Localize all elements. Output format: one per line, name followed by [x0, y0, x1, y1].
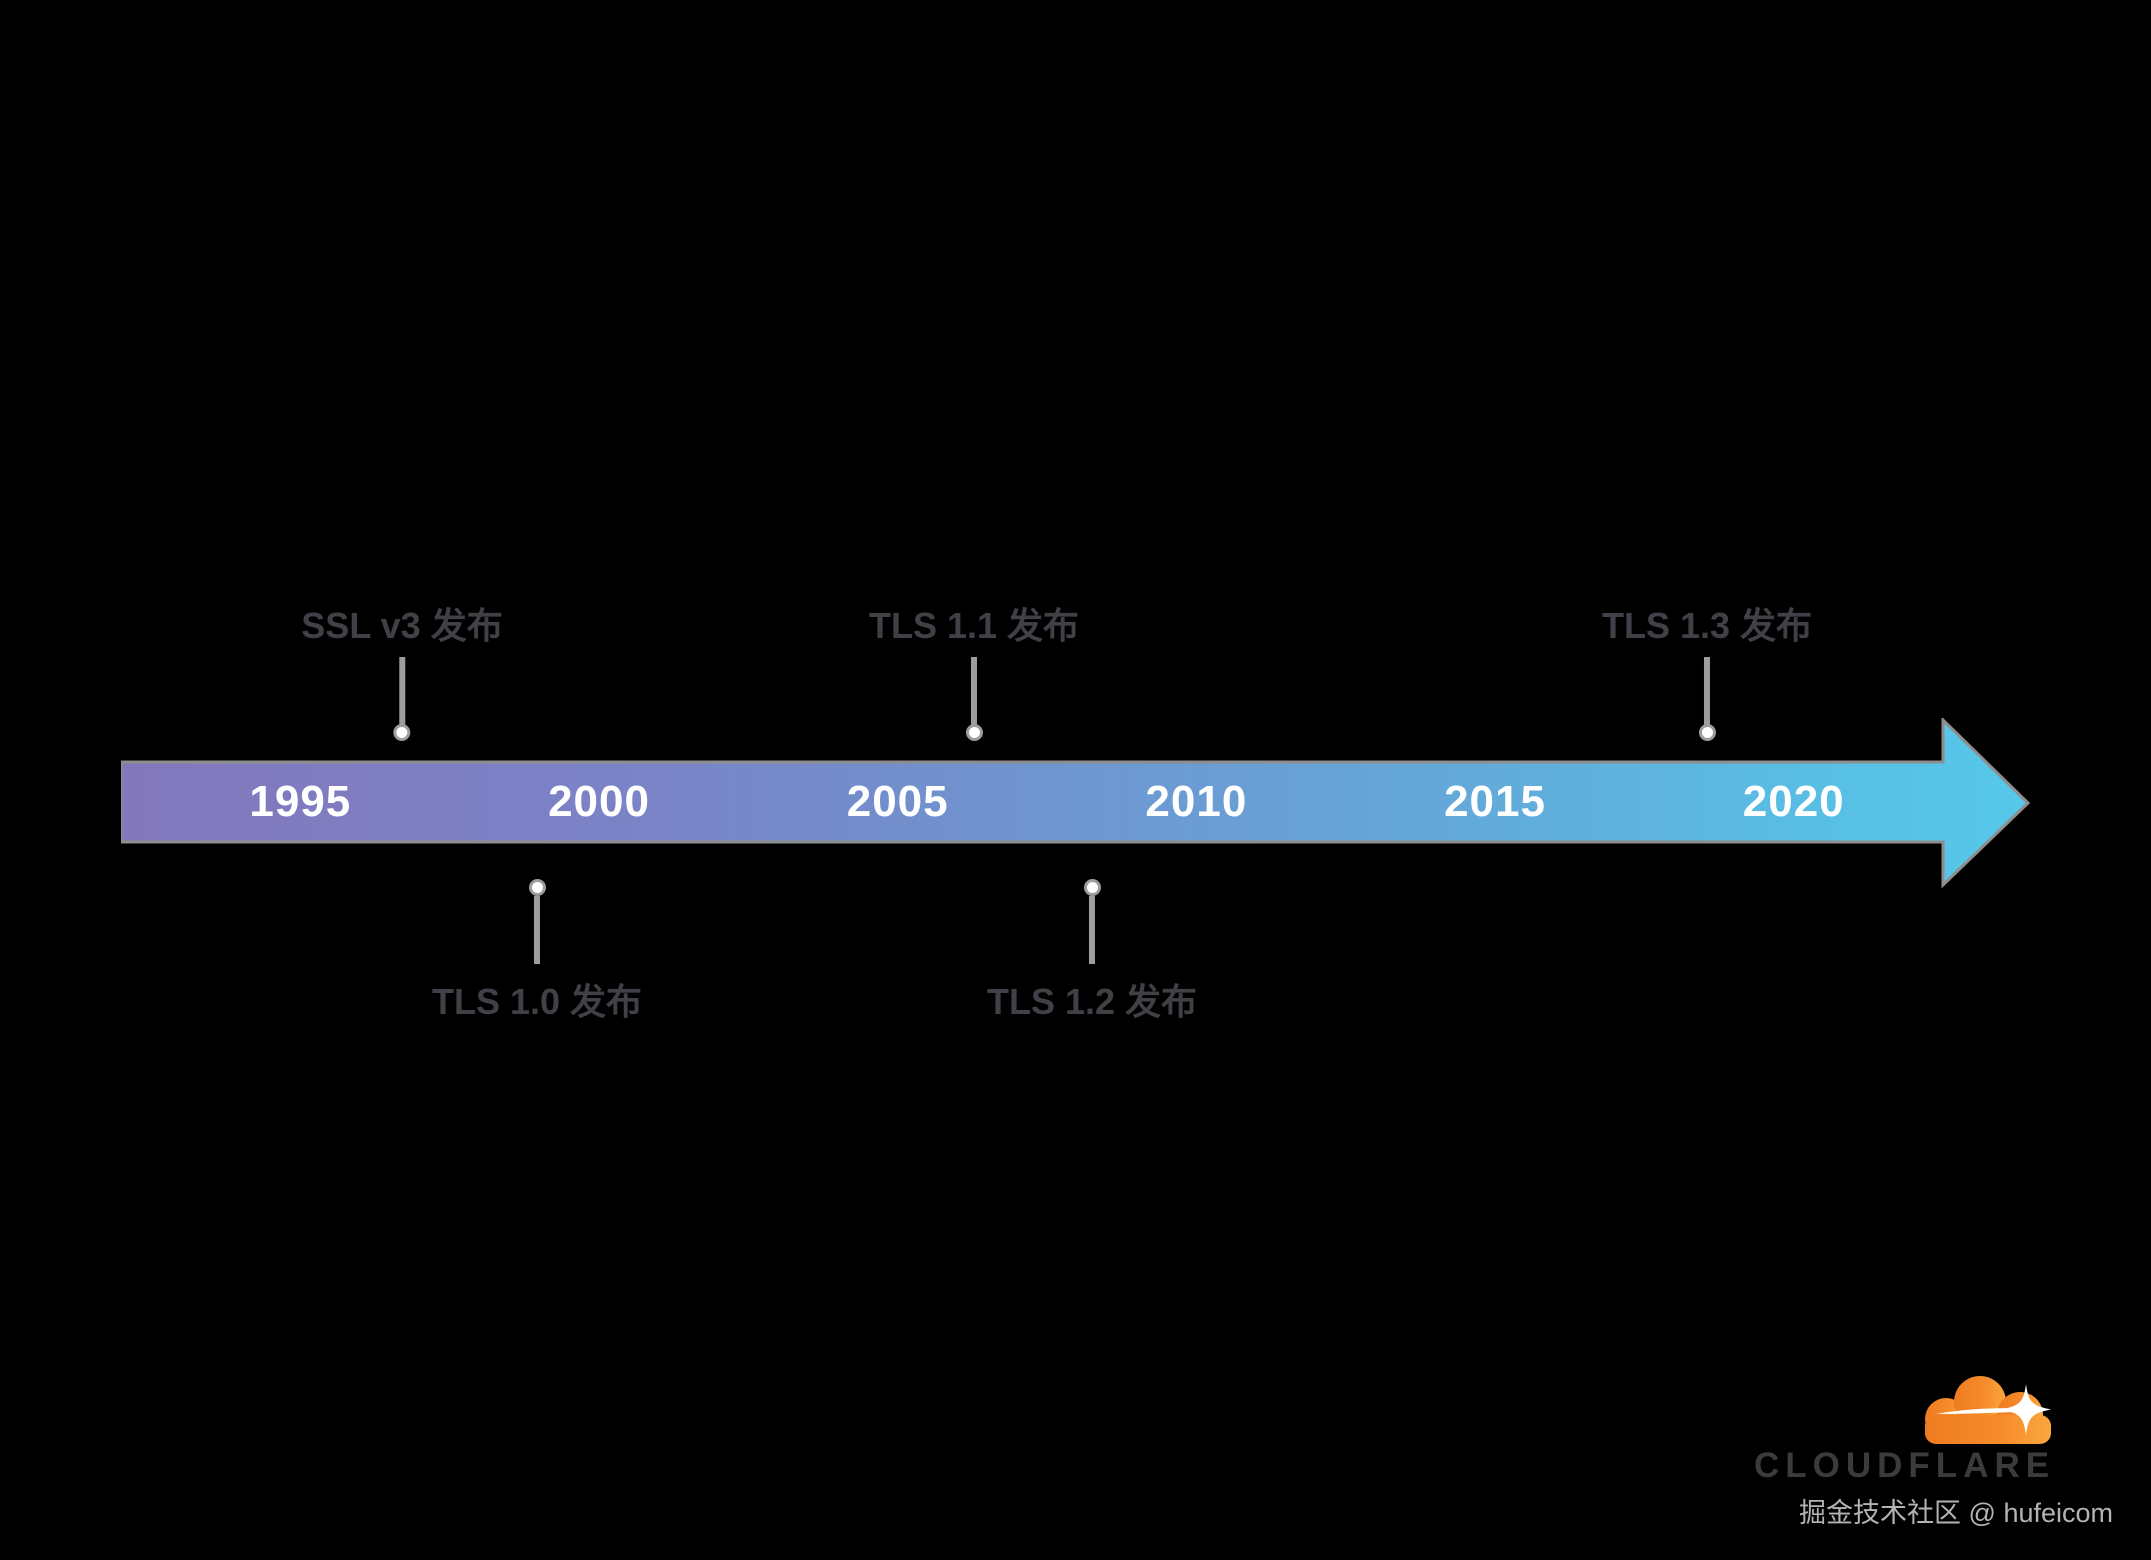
event-tls-1-1: TLS 1.1 发布	[869, 604, 1079, 741]
event-marker-dot	[1083, 879, 1101, 896]
event-marker-dot	[1698, 724, 1716, 741]
event-label: TLS 1.2 发布	[986, 981, 1198, 1022]
year-label: 2020	[1742, 777, 1845, 826]
year-label: 1995	[249, 777, 352, 826]
year-label: 2000	[548, 777, 650, 826]
event-ssl-v3: SSL v3 发布	[301, 604, 503, 741]
event-marker-dot	[528, 879, 546, 896]
event-label: TLS 1.3 发布	[1601, 605, 1813, 646]
event-stem	[1088, 896, 1095, 964]
year-label: 2005	[846, 777, 949, 826]
event-label: TLS 1.1 发布	[868, 605, 1080, 646]
timeline-years: 1995 2000 2005 2010 2015 2020	[121, 762, 1943, 842]
event-label: TLS 1.0 发布	[431, 981, 643, 1022]
year-label: 2015	[1444, 777, 1546, 826]
event-marker-dot	[393, 724, 411, 741]
cloudflare-cloud-icon	[1925, 1376, 2051, 1444]
event-tls-1-3: TLS 1.3 发布	[1602, 604, 1812, 741]
event-stem	[398, 657, 405, 725]
timeline-arrow	[121, 718, 2031, 888]
cloudflare-wordmark: CLOUDFLARE	[1754, 1446, 2056, 1485]
event-tls-1-0: TLS 1.0 发布	[432, 879, 642, 1024]
event-marker-dot	[965, 724, 983, 741]
arrow-shape	[121, 718, 2031, 888]
event-stem	[970, 657, 977, 725]
year-label: 2010	[1145, 777, 1248, 826]
event-label: SSL v3 发布	[301, 605, 503, 646]
event-tls-1-2: TLS 1.2 发布	[987, 879, 1197, 1024]
watermark: 掘金技术社区 @ hufeicom	[1799, 1498, 2113, 1528]
event-stem	[533, 896, 540, 964]
event-stem	[1703, 657, 1710, 725]
